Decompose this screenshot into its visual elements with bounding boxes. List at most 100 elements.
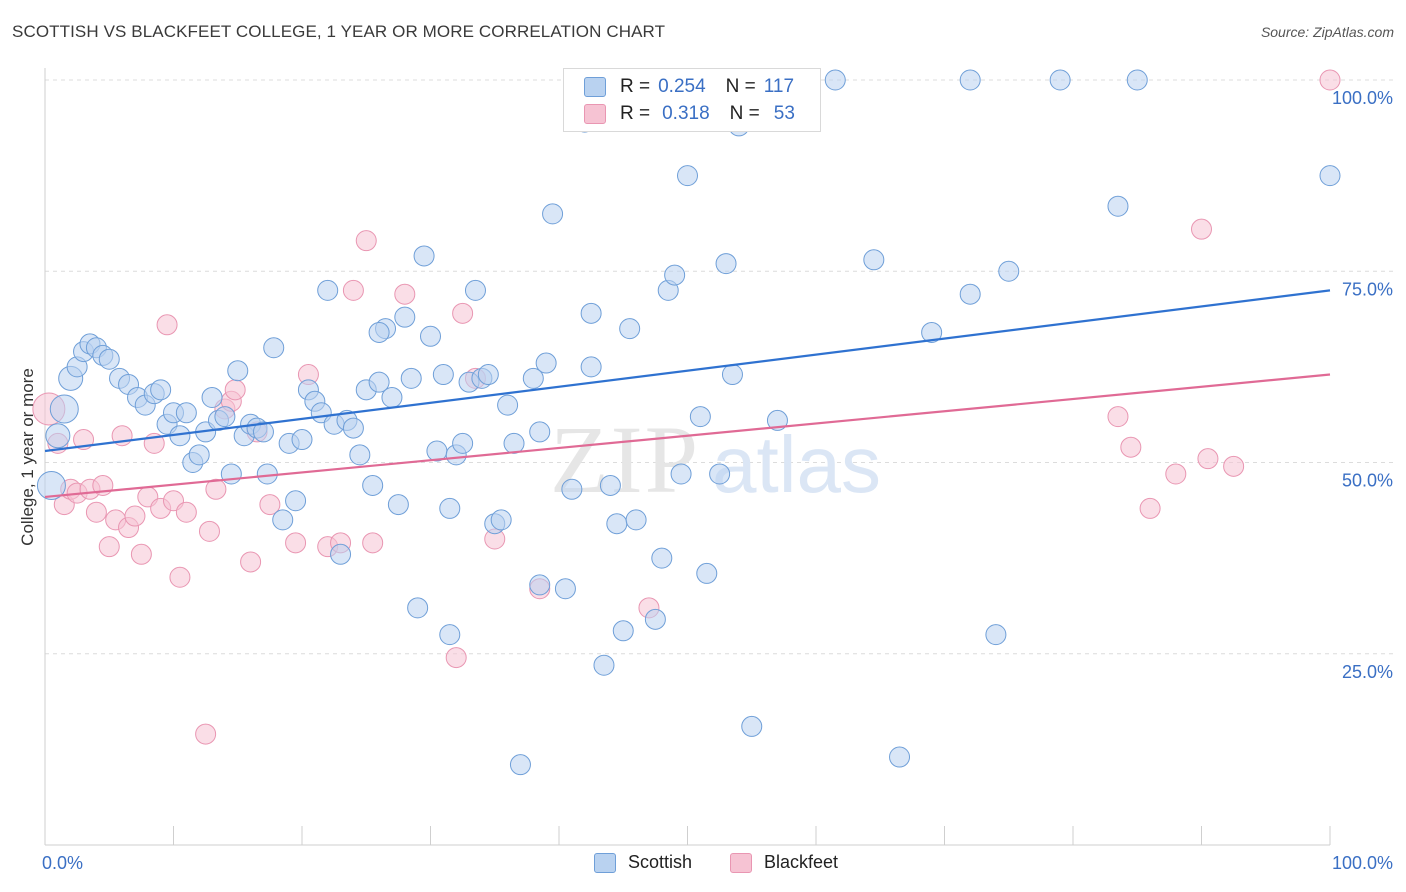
blackfeet-point [1223,455,1245,477]
scottish-point [381,386,403,408]
scottish-point [619,318,641,340]
blackfeet-point [1120,436,1142,458]
scottish-point [644,608,666,630]
scottish-point [439,497,461,519]
blackfeet-point [156,314,178,336]
scottish-point [554,578,576,600]
blackfeet-point [124,505,146,527]
legend-r-label: R = [620,76,651,97]
scottish-point [464,279,486,301]
scottish-point [272,509,294,531]
scottish-point [227,360,249,382]
stats-legend: R = 0.254 N = 117 R = 0.318 N = 53 [563,68,821,132]
scottish-swatch [594,852,616,873]
legend-row-blackfeet: R = 0.318 N = 53 [584,101,795,127]
scottish-point [824,69,846,91]
scottish-point [670,463,692,485]
scottish-point [362,474,384,496]
scottish-point [689,406,711,428]
scottish-point [529,421,551,443]
scottish-point [330,543,352,565]
axes [44,68,1331,846]
scottish-point [503,432,525,454]
scottish-point [959,283,981,305]
legend-r-label: R = [620,103,651,124]
blackfeet-point [98,536,120,558]
blackfeet-point [1197,448,1219,470]
blackfeet-point [394,283,416,305]
scottish-point [407,597,429,619]
y-tick-label: 25.0% [1342,662,1393,682]
tick-labels: 25.0% 50.0% 75.0% 100.0% 0.0% 100.0% [42,88,1393,873]
watermark: ZIP atlas [550,406,881,513]
legend-r-value: 0.254 [658,76,706,97]
scottish-point [766,409,788,431]
blackfeet-point [1139,497,1161,519]
scottish-point [150,379,172,401]
x-tick-label: 0.0% [42,853,83,873]
scottish-point [400,367,422,389]
scottish-point [709,463,731,485]
legend-n-value: 117 [763,76,795,97]
legend-n-label: N = [725,76,756,97]
blackfeet-swatch [730,852,752,873]
scottish-point [349,444,371,466]
blackfeet-point [130,543,152,565]
blackfeet-trend-line [44,373,1331,499]
y-tick-label: 75.0% [1342,279,1393,299]
scottish-point [36,470,66,500]
scottish-point [593,654,615,676]
scottish-point [664,264,686,286]
scottish-point [529,574,551,596]
scottish-point [497,394,519,416]
watermark-atlas: atlas [712,420,881,509]
legend-item-scottish[interactable]: Scottish [594,852,692,873]
blackfeet-point [1165,463,1187,485]
scottish-point [220,463,242,485]
scottish-points [36,69,1341,776]
scottish-point [432,364,454,386]
scottish-point [1126,69,1148,91]
scottish-point [721,364,743,386]
blackfeet-point [452,302,474,324]
scottish-point [413,245,435,267]
legend-r-value: 0.318 [662,103,710,124]
blackfeet-point [195,723,217,745]
blackfeet-point [85,501,107,523]
blackfeet-point [224,379,246,401]
scottish-point [998,260,1020,282]
scottish-point [509,754,531,776]
scottish-point [612,620,634,642]
scottish-point [368,371,390,393]
blackfeet-point [285,532,307,554]
blackfeet-point [175,501,197,523]
legend-label-scottish: Scottish [628,852,693,872]
scottish-point [985,624,1007,646]
scottish-point [535,352,557,374]
blackfeet-point [355,230,377,252]
scottish-point [741,715,763,737]
blackfeet-point [169,566,191,588]
scottish-point [651,547,673,569]
scottish-point [420,325,441,347]
scottish-point [394,306,416,328]
scottish-point [214,406,236,428]
blackfeet-point [198,520,220,542]
legend-item-blackfeet[interactable]: Blackfeet [730,852,838,873]
y-axis-label: College, 1 year or more [18,368,37,546]
scottish-point [542,203,564,225]
scottish-point [175,402,197,424]
scottish-point [368,321,390,343]
scottish-point [522,367,544,389]
scottish-point [291,429,313,451]
legend-row-scottish: R = 0.254 N = 117 [584,74,794,100]
scottish-point [188,444,210,466]
chart-title: SCOTTISH VS BLACKFEET COLLEGE, 1 YEAR OR… [12,22,666,41]
blackfeet-point [1107,406,1129,428]
y-tick-label: 50.0% [1342,471,1393,491]
scottish-point [98,348,120,370]
scottish-point [889,746,911,768]
scottish-point [580,302,602,324]
scottish-point [387,494,409,516]
